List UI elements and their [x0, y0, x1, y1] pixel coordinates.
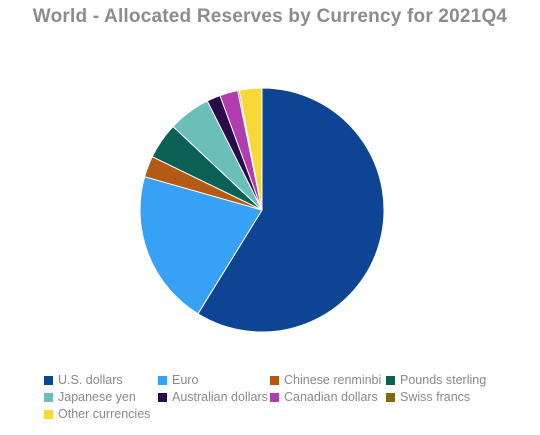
legend-label: Chinese renminbi — [284, 373, 382, 387]
chart-legend: U.S. dollars Euro Chinese renminbi Pounds s… — [44, 372, 524, 422]
legend-label: Japanese yen — [58, 390, 136, 404]
legend-swatch — [386, 392, 395, 402]
legend-label: Australian dollars — [172, 390, 268, 404]
legend-swatch — [270, 392, 279, 402]
pie-slice-euro[interactable] — [139, 176, 263, 315]
pie-slice-other-currencies[interactable] — [238, 87, 263, 211]
legend-label: Swiss francs — [400, 390, 471, 404]
legend-item-japanese-yen[interactable]: Japanese yen — [44, 389, 158, 405]
legend-item-canadian-dollars[interactable]: Canadian dollars — [270, 389, 386, 405]
legend-label: Other currencies — [58, 407, 151, 421]
pie-chart — [139, 87, 385, 333]
legend-swatch — [44, 375, 53, 385]
legend-swatch — [44, 392, 53, 402]
legend-item-swiss-francs[interactable]: Swiss francs — [386, 389, 498, 405]
legend-swatch — [270, 375, 279, 385]
pie-slice-u-s-dollars[interactable] — [197, 87, 385, 333]
legend-swatch — [158, 375, 167, 385]
legend-item-australian-dollars[interactable]: Australian dollars — [158, 389, 270, 405]
legend-swatch — [386, 375, 395, 385]
legend-swatch — [44, 409, 53, 419]
legend-label: Pounds sterling — [400, 373, 487, 387]
chart-title: World - Allocated Reserves by Currency f… — [32, 6, 508, 27]
legend-item-u-s-dollars[interactable]: U.S. dollars — [44, 372, 158, 388]
legend-label: Canadian dollars — [284, 390, 378, 404]
legend-item-pounds-sterling[interactable]: Pounds sterling — [386, 372, 498, 388]
legend-item-other-currencies[interactable]: Other currencies — [44, 406, 158, 422]
legend-label: Euro — [172, 373, 199, 387]
legend-swatch — [158, 392, 167, 402]
legend-item-euro[interactable]: Euro — [158, 372, 270, 388]
legend-label: U.S. dollars — [58, 373, 123, 387]
legend-item-chinese-renminbi[interactable]: Chinese renminbi — [270, 372, 386, 388]
